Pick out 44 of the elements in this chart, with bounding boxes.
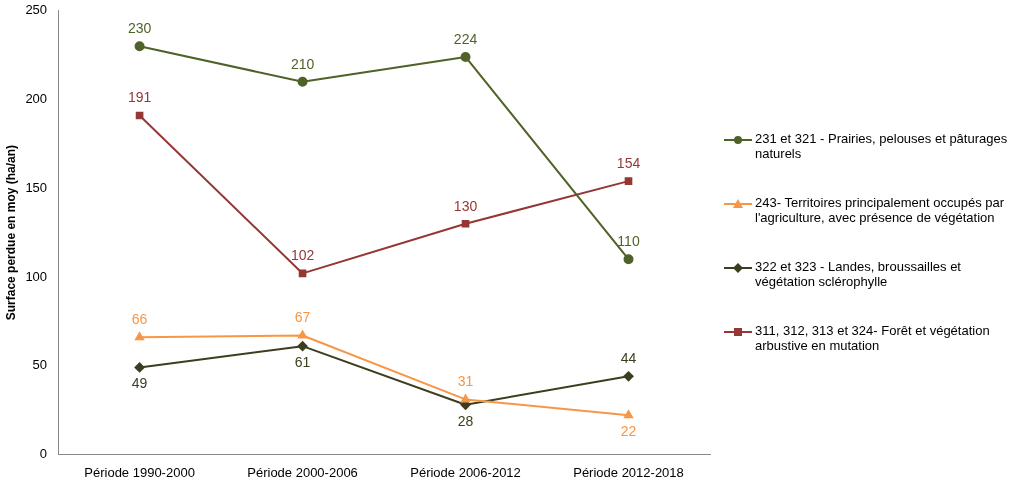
legend-label: 243- Territoires principalement occupés par l'agriculture, avec présence de végétation: [755, 195, 1006, 225]
point: [623, 254, 634, 265]
point: [624, 177, 633, 185]
data-label: 210: [290, 55, 315, 72]
data-label: 191: [127, 89, 152, 106]
data-label: 28: [457, 412, 474, 429]
legend-label: 231 et 321 - Prairies, pelouses et pâturages naturels: [755, 131, 1009, 161]
data-label: 110: [617, 233, 640, 250]
data-label: 224: [453, 30, 478, 47]
y-tick-label: 150: [25, 179, 48, 195]
point: [460, 51, 471, 62]
y-tick-label: 100: [25, 268, 48, 284]
point: [461, 219, 470, 228]
point: [623, 371, 634, 382]
data-label: 130: [453, 197, 478, 214]
data-label: 44: [620, 350, 637, 367]
data-label: 49: [131, 375, 148, 392]
point: [134, 41, 145, 52]
point: [135, 332, 145, 341]
point: [624, 410, 633, 419]
x-tick-label: Période 2012-2018: [573, 464, 684, 480]
legend-label: 322 et 323 - Landes, broussailles et végétation sclérophylle: [755, 259, 962, 289]
x-tick-label: Période 2006-2012: [410, 464, 521, 480]
y-tick-label: 200: [25, 91, 48, 107]
y-tick-label: 0: [39, 445, 48, 461]
y-tick-label: 50: [32, 357, 48, 373]
x-tick-label: Période 2000-2006: [247, 464, 358, 480]
y-tick-label: 250: [25, 2, 48, 18]
point: [297, 341, 308, 352]
data-label: 31: [457, 373, 474, 390]
point: [461, 394, 470, 403]
data-label: 102: [290, 247, 315, 264]
data-label: 61: [294, 354, 311, 371]
data-label: 22: [620, 423, 637, 440]
x-tick-label: Période 1990-2000: [84, 464, 195, 480]
data-label: 230: [127, 20, 152, 37]
y-axis-title: Surface perdue en moy (ha/an): [3, 144, 18, 321]
point: [134, 362, 145, 373]
point: [297, 76, 308, 87]
data-label: 66: [131, 311, 148, 328]
legend-label: 311, 312, 313 et 324- Forêt et végétation arbustive en mutation: [755, 323, 991, 353]
data-label: 154: [616, 155, 641, 171]
data-label: 67: [294, 309, 311, 326]
point: [298, 330, 308, 339]
